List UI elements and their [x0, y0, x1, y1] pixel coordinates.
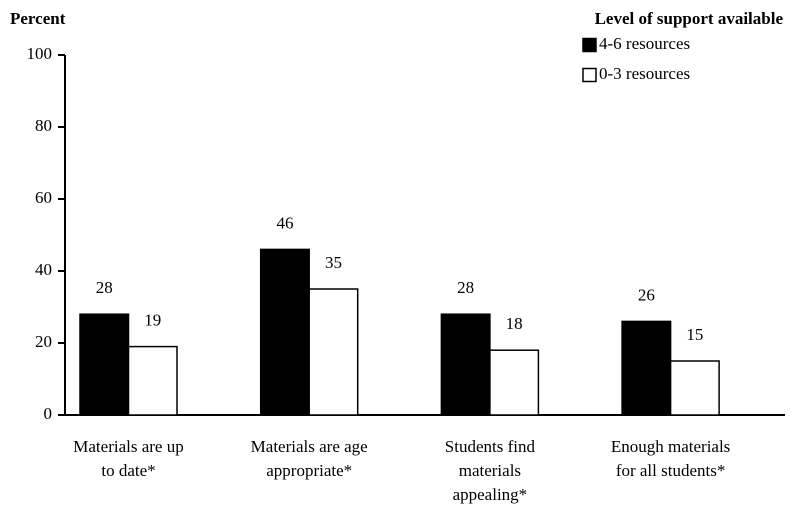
bar	[621, 320, 672, 416]
value-label: 15	[686, 325, 703, 344]
x-tick-label: materials	[459, 461, 521, 480]
value-label: 26	[638, 285, 655, 304]
x-tick-label: Students find	[445, 437, 536, 456]
value-label: 28	[457, 278, 474, 297]
x-tick-label: for all students*	[616, 461, 726, 480]
y-tick-label: 80	[35, 116, 52, 135]
bar	[259, 248, 310, 416]
value-label: 46	[276, 213, 293, 232]
x-tick-label: to date*	[101, 461, 155, 480]
bar	[440, 313, 491, 416]
x-tick-label: Enough materials	[611, 437, 730, 456]
bar	[308, 288, 359, 416]
x-tick-label: appealing*	[453, 485, 528, 504]
legend-title: Level of support available	[595, 9, 784, 28]
y-tick-label: 60	[35, 188, 52, 207]
value-label: 35	[325, 253, 342, 272]
y-tick-label: 20	[35, 332, 52, 351]
x-tick-label: Materials are up	[73, 437, 183, 456]
value-label: 19	[144, 311, 161, 330]
value-label: 18	[506, 314, 523, 333]
bar	[489, 349, 540, 416]
legend-swatch	[582, 37, 597, 53]
legend-label: 4-6 resources	[599, 34, 690, 53]
value-label: 28	[96, 278, 113, 297]
y-tick-label: 40	[35, 260, 52, 279]
y-tick-label: 100	[27, 44, 53, 63]
legend-swatch	[582, 67, 597, 83]
y-axis-label: Percent	[10, 9, 66, 28]
y-tick-label: 0	[44, 404, 53, 423]
x-tick-label: appropriate*	[266, 461, 352, 480]
bar	[669, 360, 720, 416]
x-tick-label: Materials are age	[251, 437, 368, 456]
bar	[79, 313, 130, 416]
legend-label: 0-3 resources	[599, 64, 690, 83]
bar	[127, 345, 178, 416]
